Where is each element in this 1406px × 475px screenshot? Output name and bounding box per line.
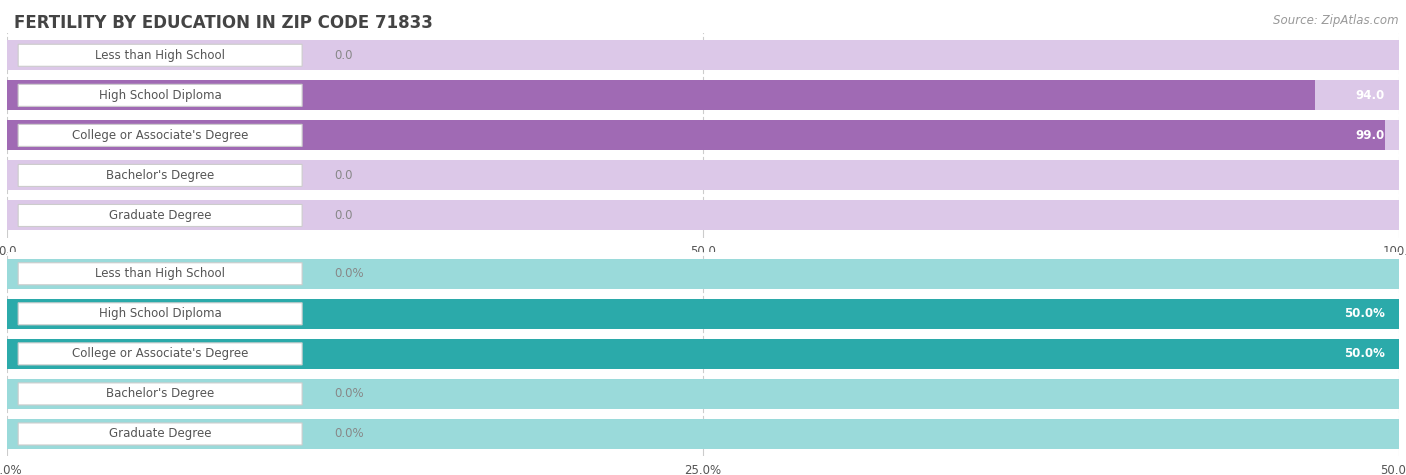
Text: 0.0: 0.0 — [335, 209, 353, 222]
Bar — [7, 339, 1399, 369]
Text: FERTILITY BY EDUCATION IN ZIP CODE 71833: FERTILITY BY EDUCATION IN ZIP CODE 71833 — [14, 14, 433, 32]
Text: College or Associate's Degree: College or Associate's Degree — [72, 129, 249, 142]
Text: Source: ZipAtlas.com: Source: ZipAtlas.com — [1274, 14, 1399, 27]
FancyBboxPatch shape — [18, 44, 302, 66]
FancyBboxPatch shape — [18, 383, 302, 405]
Bar — [7, 80, 1316, 110]
Text: College or Associate's Degree: College or Associate's Degree — [72, 347, 249, 361]
Text: 99.0: 99.0 — [1355, 129, 1385, 142]
Text: High School Diploma: High School Diploma — [98, 89, 222, 102]
FancyBboxPatch shape — [18, 343, 302, 365]
Text: Graduate Degree: Graduate Degree — [108, 209, 211, 222]
Bar — [7, 259, 1399, 289]
Text: Less than High School: Less than High School — [96, 49, 225, 62]
Bar — [7, 40, 1399, 70]
Bar — [7, 120, 1385, 151]
Text: 0.0: 0.0 — [335, 169, 353, 182]
FancyBboxPatch shape — [18, 124, 302, 146]
Text: Bachelor's Degree: Bachelor's Degree — [105, 169, 214, 182]
Text: 0.0: 0.0 — [335, 49, 353, 62]
Bar — [7, 120, 1399, 151]
Text: Less than High School: Less than High School — [96, 267, 225, 280]
Bar — [7, 200, 1399, 230]
Text: Bachelor's Degree: Bachelor's Degree — [105, 388, 214, 400]
Text: 94.0: 94.0 — [1355, 89, 1385, 102]
Bar — [7, 379, 1399, 409]
Text: 50.0%: 50.0% — [1344, 307, 1385, 320]
Text: 0.0%: 0.0% — [335, 428, 364, 440]
FancyBboxPatch shape — [18, 85, 302, 106]
Bar — [7, 339, 1399, 369]
Text: High School Diploma: High School Diploma — [98, 307, 222, 320]
Bar — [7, 299, 1399, 329]
Bar — [7, 161, 1399, 190]
Bar — [7, 80, 1399, 110]
Text: 50.0%: 50.0% — [1344, 347, 1385, 361]
Text: 0.0%: 0.0% — [335, 388, 364, 400]
FancyBboxPatch shape — [18, 204, 302, 227]
Bar — [7, 299, 1399, 329]
FancyBboxPatch shape — [18, 303, 302, 325]
FancyBboxPatch shape — [18, 263, 302, 285]
Text: 0.0%: 0.0% — [335, 267, 364, 280]
FancyBboxPatch shape — [18, 423, 302, 445]
Bar — [7, 419, 1399, 449]
Text: Graduate Degree: Graduate Degree — [108, 428, 211, 440]
FancyBboxPatch shape — [18, 164, 302, 187]
